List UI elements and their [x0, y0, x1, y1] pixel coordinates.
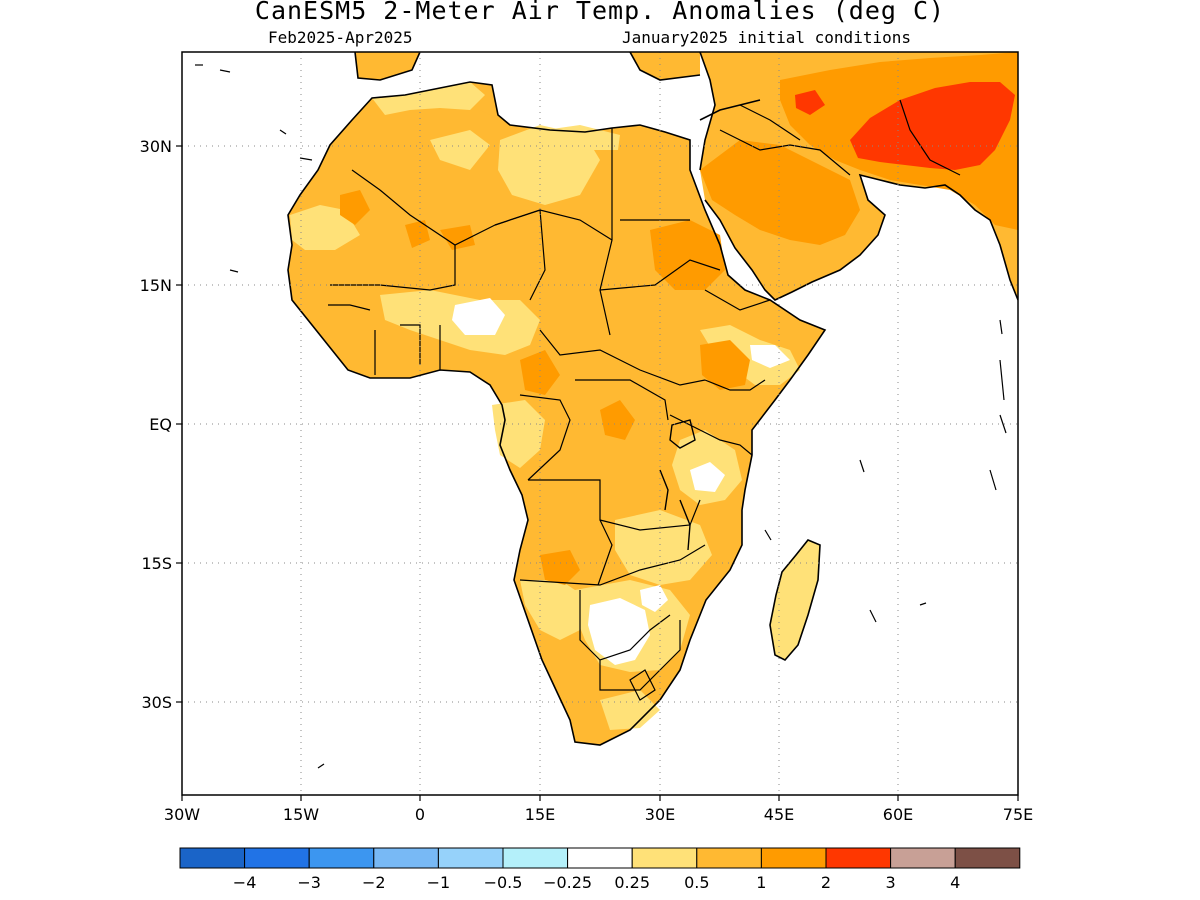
islands — [195, 64, 1007, 769]
colorbar-swatch — [244, 847, 310, 869]
lakes — [659, 419, 696, 551]
lon-label: 30E — [645, 805, 675, 824]
colorbar-swatch — [437, 847, 504, 869]
lat-label: 30N — [140, 137, 172, 156]
colorbar-swatch — [308, 847, 375, 869]
lon-label: 60E — [883, 805, 913, 824]
map-title: CanESM5 2-Meter Air Temp. Anomalies (deg… — [254, 0, 946, 25]
colorbar-swatch — [696, 847, 762, 869]
anomaly-zones-3-to-4 — [795, 82, 1015, 170]
lon-label: 45E — [764, 805, 794, 824]
map-gridlines — [182, 52, 1018, 795]
colorbar-swatch — [179, 847, 246, 869]
colorbar-label: 3 — [886, 873, 896, 892]
colorbar-label: −4 — [233, 873, 257, 892]
colorbar-label: 4 — [950, 873, 960, 892]
coastlines — [287, 52, 1018, 746]
colorbar-label: 0.5 — [684, 873, 709, 892]
colorbar-swatch — [954, 847, 1021, 869]
forecast-period: Feb2025-Apr2025 — [268, 28, 413, 47]
colorbar-swatch — [760, 847, 827, 869]
colorbar-swatch — [502, 847, 569, 869]
colorbar-label: 2 — [821, 873, 831, 892]
lon-label: 30W — [164, 805, 200, 824]
lon-label: 0 — [415, 805, 425, 824]
latitude-labels: 30N 15N EQ 15S 30S — [140, 137, 172, 712]
axis-ticks — [176, 145, 1019, 801]
colorbar-swatch — [631, 847, 698, 869]
lat-label: EQ — [149, 415, 172, 434]
colorbar-label: −3 — [297, 873, 321, 892]
colorbar-label: −0.25 — [543, 873, 592, 892]
lat-label: 15N — [140, 276, 172, 295]
colorbar-label: −2 — [362, 873, 386, 892]
colorbar-label: −1 — [427, 873, 451, 892]
longitude-labels: 30W 15W 0 15E 30E 45E 60E 75E — [164, 805, 1033, 824]
madagascar-fill — [770, 540, 820, 660]
colorbar-swatch — [373, 847, 439, 869]
initial-conditions-label: January2025 initial conditions — [622, 28, 911, 47]
colorbar-label: −0.5 — [484, 873, 523, 892]
lat-label: 30S — [141, 693, 172, 712]
lat-label: 15S — [141, 554, 172, 573]
map-area — [195, 52, 1018, 769]
lon-label: 15E — [525, 805, 555, 824]
colorbar-label: 0.25 — [614, 873, 650, 892]
lon-label: 15W — [283, 805, 319, 824]
colorbar-swatch — [825, 847, 892, 869]
colorbar-swatch — [567, 847, 633, 869]
anomaly-zones-near-zero — [452, 298, 790, 665]
country-borders — [328, 99, 961, 701]
colorbar-swatch — [890, 847, 956, 869]
colorbar: −4 −3 −2 −1 −0.5 −0.25 0.25 0.5 1 2 3 4 — [179, 847, 1021, 892]
lon-label: 75E — [1003, 805, 1033, 824]
colorbar-label: 1 — [756, 873, 766, 892]
